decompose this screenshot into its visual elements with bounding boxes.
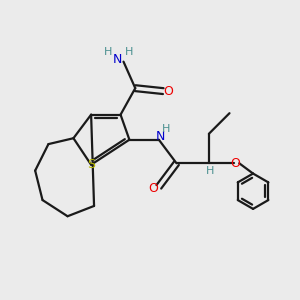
Text: S: S [87, 158, 95, 171]
Text: N: N [156, 130, 165, 143]
Text: H: H [104, 47, 112, 57]
Text: H: H [206, 167, 214, 176]
Text: O: O [148, 182, 158, 195]
Text: N: N [112, 53, 122, 66]
Text: H: H [162, 124, 170, 134]
Text: O: O [230, 157, 240, 170]
Text: O: O [164, 85, 173, 98]
Text: H: H [124, 47, 133, 57]
